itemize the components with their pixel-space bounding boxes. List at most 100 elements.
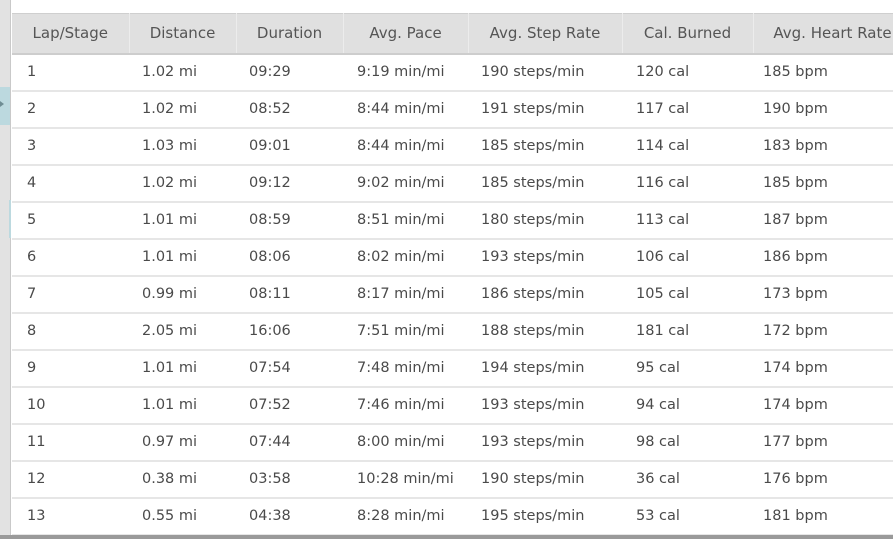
cell-distance: 0.55 mi [129, 497, 236, 536]
cell-avg-heart-rate: 185 bpm [753, 53, 893, 92]
table-row[interactable]: 5 1.01 mi 08:59 8:51 min/mi 180 steps/min 113… [12, 201, 893, 240]
cell-avg-heart-rate: 187 bpm [753, 201, 893, 240]
cell-lap: 12 [12, 460, 129, 499]
selection-indicator [9, 200, 11, 238]
table-row[interactable]: 7 0.99 mi 08:11 8:17 min/mi 186 steps/min 105… [12, 275, 893, 314]
cell-distance: 0.97 mi [129, 423, 236, 462]
cell-cal-burned: 53 cal [622, 497, 753, 536]
cell-avg-pace: 8:44 min/mi [343, 127, 468, 166]
cell-avg-heart-rate: 174 bpm [753, 349, 893, 388]
laps-table-container[interactable]: Lap/Stage Distance Duration Avg. Pace Av… [12, 13, 893, 536]
col-header-avg-pace[interactable]: Avg. Pace [343, 13, 469, 55]
cell-lap: 4 [12, 164, 129, 203]
col-header-duration[interactable]: Duration [236, 13, 344, 55]
cell-avg-step-rate: 193 steps/min [468, 386, 622, 425]
cell-distance: 2.05 mi [129, 312, 236, 351]
cell-avg-pace: 8:17 min/mi [343, 275, 468, 314]
cell-duration: 08:59 [236, 201, 343, 240]
cell-avg-step-rate: 191 steps/min [468, 90, 622, 129]
cell-avg-heart-rate: 173 bpm [753, 275, 893, 314]
cell-duration: 08:06 [236, 238, 343, 277]
cell-distance: 0.38 mi [129, 460, 236, 499]
cell-lap: 6 [12, 238, 129, 277]
left-panel-edge [0, 0, 11, 539]
cell-avg-step-rate: 193 steps/min [468, 423, 622, 462]
collapse-panel-handle[interactable] [0, 87, 10, 125]
table-row[interactable]: 2 1.02 mi 08:52 8:44 min/mi 191 steps/min 117… [12, 90, 893, 129]
cell-avg-step-rate: 195 steps/min [468, 497, 622, 536]
cell-avg-pace: 7:51 min/mi [343, 312, 468, 351]
table-row[interactable]: 8 2.05 mi 16:06 7:51 min/mi 188 steps/min 181… [12, 312, 893, 351]
cell-avg-heart-rate: 177 bpm [753, 423, 893, 462]
cell-avg-pace: 8:00 min/mi [343, 423, 468, 462]
col-header-avg-heart-rate[interactable]: Avg. Heart Rate [753, 13, 893, 55]
table-row[interactable]: 4 1.02 mi 09:12 9:02 min/mi 185 steps/min 116… [12, 164, 893, 203]
cell-avg-pace: 9:19 min/mi [343, 53, 468, 92]
cell-avg-step-rate: 185 steps/min [468, 164, 622, 203]
table-row[interactable]: 13 0.55 mi 04:38 8:28 min/mi 195 steps/min 53… [12, 497, 893, 536]
cell-distance: 1.02 mi [129, 53, 236, 92]
table-row[interactable]: 11 0.97 mi 07:44 8:00 min/mi 193 steps/min 98… [12, 423, 893, 462]
cell-cal-burned: 120 cal [622, 53, 753, 92]
cell-distance: 0.99 mi [129, 275, 236, 314]
cell-lap: 5 [12, 201, 129, 240]
cell-avg-pace: 9:02 min/mi [343, 164, 468, 203]
cell-avg-pace: 7:48 min/mi [343, 349, 468, 388]
cell-lap: 10 [12, 386, 129, 425]
cell-lap: 13 [12, 497, 129, 536]
cell-lap: 9 [12, 349, 129, 388]
cell-lap: 1 [12, 53, 129, 92]
cell-distance: 1.02 mi [129, 90, 236, 129]
cell-cal-burned: 114 cal [622, 127, 753, 166]
cell-avg-step-rate: 190 steps/min [468, 53, 622, 92]
cell-avg-heart-rate: 181 bpm [753, 497, 893, 536]
cell-duration: 09:12 [236, 164, 343, 203]
cell-avg-heart-rate: 174 bpm [753, 386, 893, 425]
cell-avg-heart-rate: 172 bpm [753, 312, 893, 351]
table-row[interactable]: 3 1.03 mi 09:01 8:44 min/mi 185 steps/min 114… [12, 127, 893, 166]
cell-duration: 09:29 [236, 53, 343, 92]
table-row[interactable]: 6 1.01 mi 08:06 8:02 min/mi 193 steps/min 106… [12, 238, 893, 277]
table-row[interactable]: 9 1.01 mi 07:54 7:48 min/mi 194 steps/min 95 … [12, 349, 893, 388]
cell-cal-burned: 113 cal [622, 201, 753, 240]
table-row[interactable]: 12 0.38 mi 03:58 10:28 min/mi 190 steps/min 3… [12, 460, 893, 499]
table-row[interactable]: 10 1.01 mi 07:52 7:46 min/mi 193 steps/min 94… [12, 386, 893, 425]
table-row[interactable]: 1 1.02 mi 09:29 9:19 min/mi 190 steps/min 120… [12, 53, 893, 92]
cell-avg-heart-rate: 186 bpm [753, 238, 893, 277]
cell-cal-burned: 181 cal [622, 312, 753, 351]
cell-distance: 1.01 mi [129, 201, 236, 240]
cell-avg-step-rate: 194 steps/min [468, 349, 622, 388]
cell-duration: 04:38 [236, 497, 343, 536]
col-header-lap-stage[interactable]: Lap/Stage [12, 13, 130, 55]
cell-avg-heart-rate: 176 bpm [753, 460, 893, 499]
cell-avg-step-rate: 193 steps/min [468, 238, 622, 277]
cell-avg-step-rate: 180 steps/min [468, 201, 622, 240]
col-header-cal-burned[interactable]: Cal. Burned [622, 13, 754, 55]
top-spacer [12, 0, 893, 13]
cell-avg-pace: 8:02 min/mi [343, 238, 468, 277]
laps-table: Lap/Stage Distance Duration Avg. Pace Av… [12, 13, 893, 536]
cell-avg-heart-rate: 183 bpm [753, 127, 893, 166]
cell-avg-pace: 8:44 min/mi [343, 90, 468, 129]
cell-lap: 2 [12, 90, 129, 129]
cell-lap: 8 [12, 312, 129, 351]
cell-cal-burned: 98 cal [622, 423, 753, 462]
cell-lap: 11 [12, 423, 129, 462]
cell-avg-step-rate: 185 steps/min [468, 127, 622, 166]
cell-avg-step-rate: 190 steps/min [468, 460, 622, 499]
cell-duration: 07:44 [236, 423, 343, 462]
cell-avg-pace: 8:28 min/mi [343, 497, 468, 536]
cell-distance: 1.02 mi [129, 164, 236, 203]
cell-distance: 1.01 mi [129, 386, 236, 425]
arrow-right-icon [0, 101, 4, 107]
cell-avg-pace: 8:51 min/mi [343, 201, 468, 240]
bottom-border [0, 535, 893, 539]
table-header-row: Lap/Stage Distance Duration Avg. Pace Av… [12, 13, 893, 55]
cell-duration: 08:11 [236, 275, 343, 314]
cell-avg-step-rate: 188 steps/min [468, 312, 622, 351]
cell-duration: 08:52 [236, 90, 343, 129]
cell-cal-burned: 36 cal [622, 460, 753, 499]
col-header-distance[interactable]: Distance [129, 13, 237, 55]
cell-cal-burned: 116 cal [622, 164, 753, 203]
col-header-avg-step-rate[interactable]: Avg. Step Rate [468, 13, 623, 55]
